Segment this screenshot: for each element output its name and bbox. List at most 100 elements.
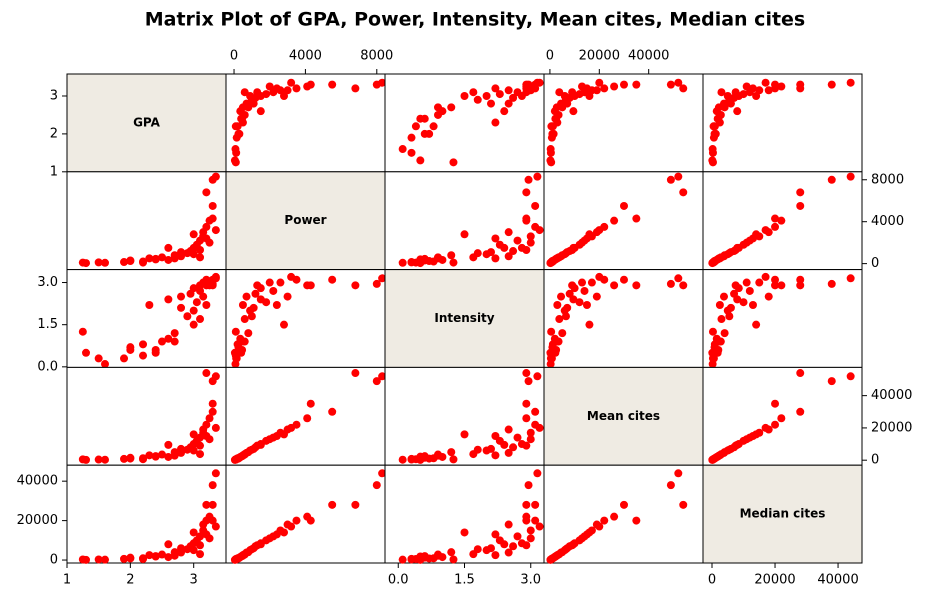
point (764, 292, 773, 301)
point (208, 516, 217, 525)
point (733, 243, 742, 252)
point (714, 451, 723, 460)
point (526, 534, 535, 543)
point (231, 122, 240, 131)
point (177, 444, 186, 453)
point (761, 423, 770, 432)
point (202, 281, 211, 290)
point (240, 315, 249, 324)
point (568, 88, 577, 97)
point (531, 500, 540, 509)
point (238, 103, 247, 112)
point (827, 279, 836, 288)
point (580, 286, 589, 295)
point (555, 88, 564, 97)
point (500, 107, 509, 116)
point (495, 90, 504, 99)
point (238, 114, 247, 123)
point (145, 451, 154, 460)
point (487, 544, 495, 553)
x-tick-label: 4000 (289, 49, 322, 64)
point (164, 243, 173, 252)
diagonal-cell (66, 73, 227, 173)
point (487, 248, 495, 257)
point (739, 90, 748, 99)
point (535, 226, 544, 235)
point (723, 91, 732, 100)
point (726, 444, 735, 453)
point (513, 532, 522, 541)
point (449, 455, 458, 464)
variable-label: GPA (133, 115, 161, 129)
point (253, 281, 262, 290)
point (196, 315, 205, 324)
y-tick-label: 40000 (871, 388, 912, 403)
point (771, 214, 780, 223)
point (145, 254, 154, 263)
point (372, 80, 381, 89)
point (434, 451, 442, 460)
point (522, 369, 531, 378)
point (120, 554, 129, 563)
point (535, 423, 544, 432)
point (504, 86, 513, 95)
point (434, 103, 442, 112)
point (522, 399, 531, 408)
point (398, 258, 407, 267)
point (674, 78, 683, 87)
point (469, 550, 478, 559)
point (491, 451, 500, 460)
x-tick-label: 40000 (817, 573, 858, 588)
point (183, 312, 192, 321)
point (585, 91, 594, 100)
point (552, 114, 561, 123)
point (378, 469, 387, 478)
point (563, 99, 572, 108)
point (522, 214, 531, 223)
point (666, 279, 675, 288)
point (164, 553, 173, 562)
point (619, 80, 628, 89)
point (234, 129, 243, 138)
y-tick-label: 3 (50, 88, 58, 103)
point (164, 440, 173, 449)
diagonal-cell (702, 464, 863, 564)
point (509, 542, 518, 551)
point (407, 133, 416, 142)
y-tick-label: 4000 (871, 214, 904, 229)
point (407, 555, 416, 564)
variable-label: Intensity (434, 311, 494, 325)
point (547, 327, 556, 336)
point (761, 226, 770, 235)
point (739, 298, 748, 307)
point (500, 440, 509, 449)
point (522, 84, 531, 93)
point (846, 372, 855, 381)
point (279, 320, 288, 329)
point (151, 552, 160, 561)
point (238, 337, 247, 346)
point (531, 407, 540, 416)
point (708, 455, 717, 464)
point (170, 329, 179, 338)
point (487, 444, 495, 453)
point (420, 552, 429, 561)
point (771, 399, 780, 408)
point (569, 295, 578, 304)
point (189, 230, 198, 239)
point (742, 82, 751, 91)
point (208, 279, 217, 288)
point (460, 230, 469, 239)
point (500, 243, 509, 252)
point (592, 86, 601, 95)
point (717, 315, 726, 324)
point (526, 238, 535, 247)
point (755, 278, 764, 287)
point (232, 148, 241, 157)
point (164, 540, 173, 549)
x-tick-label: 20000 (754, 573, 795, 588)
point (196, 450, 205, 459)
point (189, 250, 198, 259)
y-tick-label: 20000 (871, 420, 912, 435)
point (720, 329, 729, 338)
